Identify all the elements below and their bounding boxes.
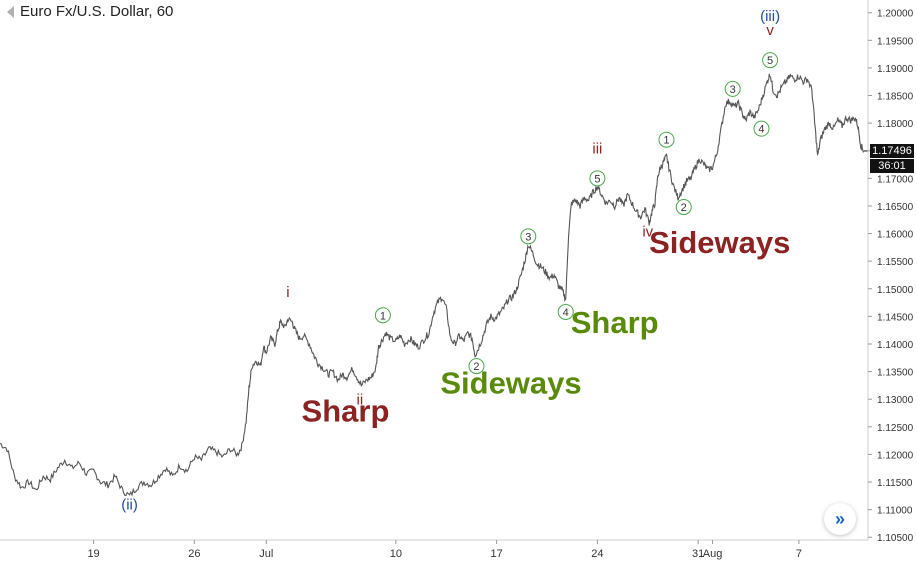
wave-circle	[557, 303, 574, 320]
x-tick-label: 31	[692, 548, 704, 560]
y-tick-label: 1.15000	[877, 285, 914, 296]
x-tick-label: 7	[796, 548, 802, 560]
wave-circle-number: 3	[730, 84, 736, 96]
wave-circle	[468, 358, 485, 375]
wave-circle-number: 2	[681, 202, 687, 214]
y-tick-label: 1.14500	[877, 312, 914, 323]
wave-circle	[589, 170, 606, 187]
wave-circle	[658, 131, 675, 148]
symbol-title-text: Euro Fx/U.S. Dollar, 60	[20, 3, 174, 20]
wave-label: iv	[642, 223, 653, 240]
y-tick-label: 1.10500	[877, 533, 914, 544]
wave-label: i	[286, 284, 289, 301]
wave-circle-number: 1	[663, 135, 669, 147]
y-tick-label: 1.16500	[877, 202, 914, 213]
y-tick-label: 1.16000	[877, 230, 914, 241]
x-tick-label: Aug	[703, 548, 723, 560]
y-tick-label: 1.18500	[877, 92, 914, 103]
y-tick-label: 1.15500	[877, 257, 914, 268]
wave-circle	[675, 199, 692, 216]
wave-circle-number: 4	[563, 307, 569, 319]
y-tick-label: 1.13500	[877, 368, 914, 379]
y-tick-label: 1.19500	[877, 36, 914, 47]
x-tick-label: 24	[591, 548, 603, 560]
y-tick-label: 1.12500	[877, 423, 914, 434]
x-tick-label: 26	[188, 548, 200, 560]
collapse-left-icon[interactable]	[7, 5, 14, 18]
wave-label: iii	[592, 140, 602, 157]
annotation-text: Sharp	[571, 305, 659, 340]
y-tick-label: 1.17000	[877, 174, 914, 185]
wave-circle	[724, 80, 741, 97]
bar-countdown-tag: 36:01	[870, 159, 914, 173]
y-tick-label: 1.11500	[877, 478, 913, 489]
wave-circle-number: 4	[758, 124, 764, 136]
scroll-to-realtime-button[interactable]: »	[824, 503, 856, 535]
wave-circle	[520, 228, 537, 245]
wave-circle-number: 3	[525, 231, 531, 243]
y-tick-label: 1.12000	[877, 450, 914, 461]
annotation-text: Sharp	[302, 393, 390, 428]
wave-label: ii	[357, 392, 364, 409]
wave-circle	[762, 52, 779, 69]
double-chevron-right-icon: »	[834, 508, 845, 529]
y-tick-label: 1.18000	[877, 119, 914, 130]
x-tick-label: 17	[490, 548, 502, 560]
wave-label: (ii)	[121, 497, 138, 514]
annotation-text: Sideways	[649, 225, 790, 260]
wave-label: (iii)	[760, 8, 780, 25]
price-line	[0, 73, 865, 497]
y-tick-label: 1.11000	[877, 506, 913, 517]
x-tick-label: 19	[87, 548, 99, 560]
wave-circle-number: 5	[594, 173, 600, 185]
y-tick-label: 1.13000	[877, 395, 914, 406]
last-price-tag: 1.17496	[870, 144, 914, 158]
wave-circle-number: 5	[767, 55, 773, 67]
annotation-text: Sideways	[440, 366, 581, 401]
x-tick-label: Jul	[259, 548, 273, 560]
y-tick-label: 1.19000	[877, 64, 914, 75]
wave-circle-number: 2	[473, 361, 479, 373]
symbol-title: Euro Fx/U.S. Dollar, 60	[7, 3, 173, 20]
wave-circle	[753, 120, 770, 137]
wave-circle-number: 1	[380, 310, 386, 322]
wave-labels: (ii)iiiiiiiv(iii)v1234512345SharpSideway…	[121, 8, 790, 514]
wave-circle	[374, 307, 391, 324]
x-tick-label: 10	[390, 548, 402, 560]
y-tick-label: 1.20000	[877, 9, 914, 20]
y-tick-label: 1.14000	[877, 340, 914, 351]
wave-label: v	[766, 22, 774, 39]
price-series	[0, 73, 868, 497]
